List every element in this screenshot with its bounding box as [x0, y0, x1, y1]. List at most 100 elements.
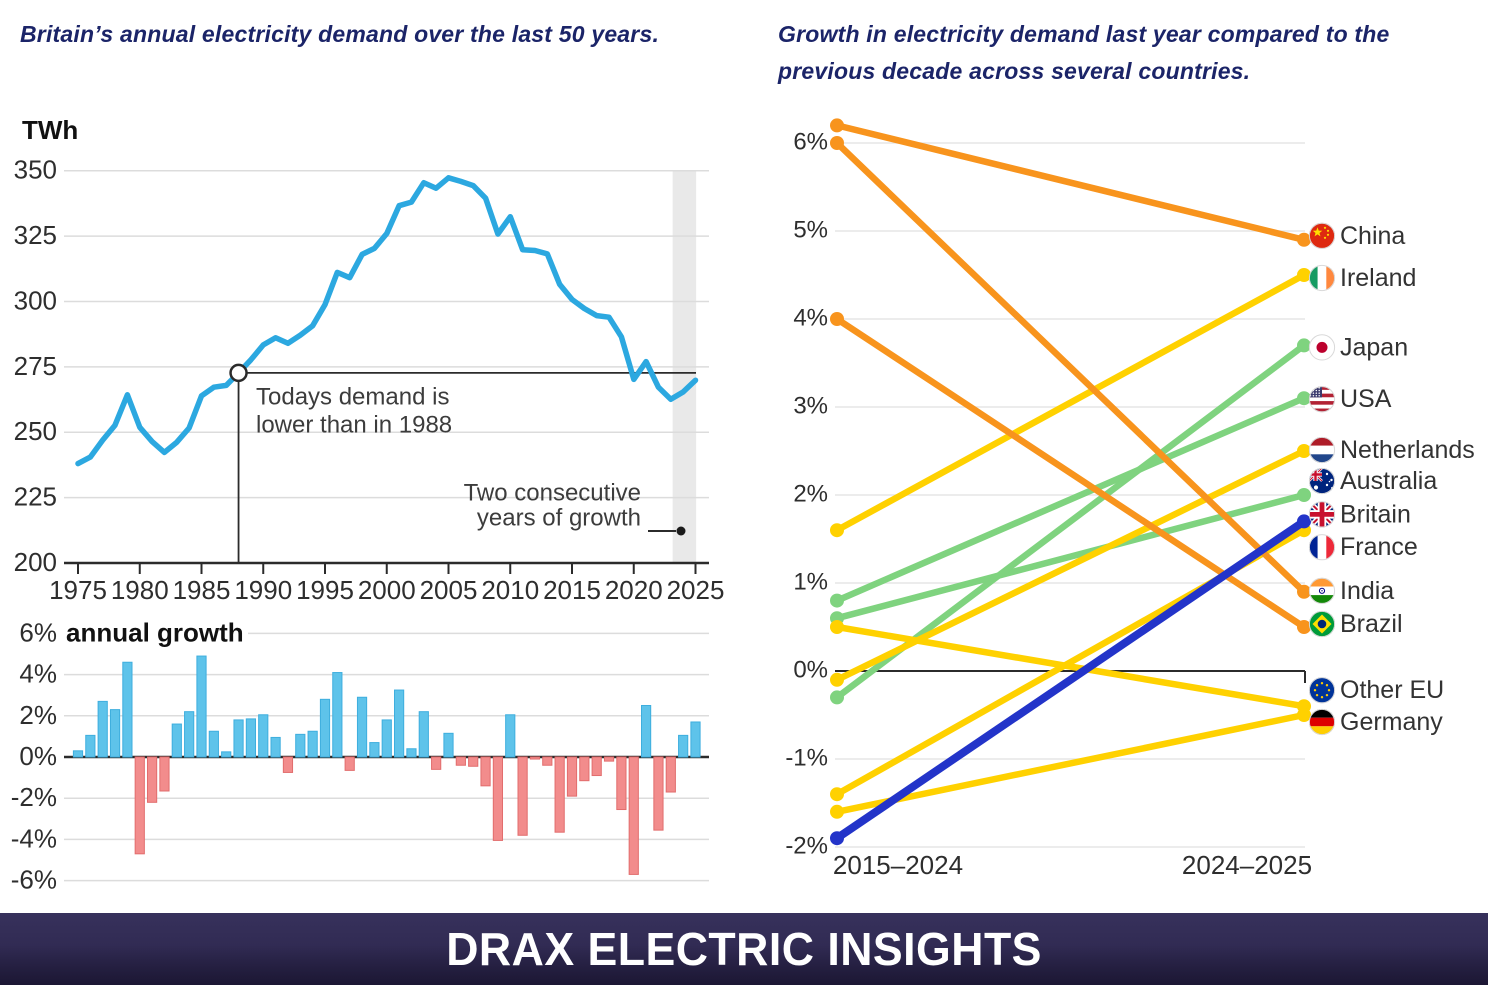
x-axis-tick-label: 2000	[358, 575, 416, 600]
start-dot-brazil	[830, 312, 844, 326]
slope-line-usa	[833, 394, 1308, 604]
growth-bar-2022	[653, 756, 664, 831]
growth-bar-2006	[455, 756, 466, 766]
period-label-right: 2024–2025	[1182, 850, 1312, 880]
growth-bar-1989	[245, 718, 257, 758]
y-axis-unit-label: TWh	[22, 115, 78, 145]
y-axis-tick-label: 2%	[19, 700, 57, 730]
growth-bar-1982	[159, 756, 170, 792]
growth-bar-1984	[184, 711, 195, 758]
growth-bar-2005	[443, 732, 454, 758]
growth-bar-1990	[258, 714, 269, 758]
growth-bar-2001	[394, 689, 405, 758]
growth-bar-1992	[282, 756, 294, 773]
annotation-growth-text: years of growth	[477, 505, 641, 532]
left-chart-title: Britain’s annual electricity demand over…	[20, 21, 660, 47]
start-dot-ireland	[830, 523, 844, 538]
flag-eu-icon	[1309, 677, 1335, 704]
flag-ring	[1308, 501, 1336, 528]
growth-bar-2004	[431, 756, 442, 770]
growth-bar-2021	[641, 705, 652, 758]
y-axis-tick-label: 275	[14, 351, 57, 381]
end-dot-germany	[1297, 708, 1311, 722]
country-label-australia: Australia	[1340, 467, 1437, 495]
start-dot-japan	[830, 690, 844, 705]
annotation-1988-marker	[229, 363, 248, 383]
y-axis-tick-label: 0%	[793, 657, 828, 684]
country-label-britain: Britain	[1340, 500, 1411, 528]
right-chart-title: Growth in electricity demand last year c…	[778, 21, 1390, 84]
y-axis-tick-label: 6%	[793, 129, 828, 156]
end-dot-china	[1297, 232, 1311, 247]
y-axis-tick-label: 4%	[793, 305, 828, 332]
flag-ring	[1308, 436, 1336, 464]
growth-bar-1978	[109, 709, 121, 758]
y-axis-tick-label: -2%	[785, 833, 828, 860]
y-axis-tick-label: -1%	[785, 745, 828, 772]
growth-bar-1991	[270, 736, 281, 758]
growth-bar-1976	[85, 734, 96, 758]
growth-bar-2000	[381, 719, 392, 758]
x-axis-tick-label: 2010	[481, 575, 539, 600]
country-label-usa: USA	[1340, 385, 1392, 413]
slope-line-china	[833, 122, 1308, 244]
growth-bar-1983	[171, 723, 182, 758]
growth-bar-1987	[221, 751, 232, 758]
country-label-china: China	[1340, 222, 1405, 250]
slope-line-australia	[833, 491, 1308, 622]
end-dot-britain	[1297, 514, 1311, 529]
growth-bar-1980	[134, 756, 145, 855]
x-axis-tick-label: 2005	[420, 575, 478, 600]
y-axis-tick-label: 200	[14, 547, 57, 577]
y-axis-tick-label: 5%	[793, 217, 828, 244]
y-axis-tick-label: 225	[14, 482, 57, 512]
growth-bar-2025	[690, 721, 701, 758]
end-dot-usa	[1297, 391, 1311, 406]
slope-line-other-eu	[833, 623, 1308, 710]
start-dot-britain	[830, 831, 844, 846]
x-axis-tick-label: 2015	[543, 575, 601, 600]
x-axis-tick-label: 1995	[296, 575, 354, 600]
country-label-japan: Japan	[1340, 333, 1408, 361]
growth-bar-1977	[97, 700, 108, 758]
annual-growth-bar-chart: 6% 4% 2% 0% -2% -4% -6% annual growth	[11, 617, 709, 895]
growth-bar-2015	[566, 756, 578, 797]
demand-line	[75, 175, 699, 467]
growth-bar-2010	[505, 714, 516, 758]
slope-line-india	[833, 139, 1308, 596]
growth-bar-2014	[554, 756, 565, 833]
slope-line-britain	[833, 517, 1308, 843]
growth-bar-1988	[233, 719, 244, 758]
growth-bar-2019	[616, 756, 627, 811]
country-label-netherlands: Netherlands	[1340, 436, 1475, 464]
y-axis-tick-label: 350	[14, 155, 57, 185]
flag-ring	[1308, 334, 1336, 361]
growth-bar-1995	[319, 698, 331, 758]
growth-bar-1997	[344, 756, 355, 771]
growth-bar-2009	[492, 756, 503, 841]
period-label-left: 2015–2024	[833, 850, 963, 880]
flag-usa-icon	[1309, 386, 1335, 413]
end-dot-india	[1297, 584, 1311, 599]
country-growth-slope-chart: 6% 5% 4% 3% 2% 1% 0% -1% -2%2015–2024 2024–2025 Ch…	[785, 118, 1475, 880]
start-dot-other-eu	[830, 620, 844, 634]
slope-line-netherlands	[833, 447, 1308, 684]
start-dot-china	[830, 118, 844, 133]
flag-ring	[1308, 577, 1336, 604]
growth-bar-2012	[529, 756, 541, 760]
flag-ring	[1308, 264, 1336, 292]
y-axis-tick-label: 2%	[793, 481, 828, 508]
flag-ring	[1308, 386, 1336, 413]
y-axis-tick-label: -4%	[11, 823, 57, 853]
growth-bar-1979	[122, 661, 133, 758]
country-label-france: France	[1340, 533, 1418, 561]
end-dot-netherlands	[1297, 444, 1311, 458]
start-dot-germany	[830, 804, 844, 819]
flag-india-icon	[1309, 577, 1335, 604]
flag-germany-icon	[1309, 709, 1335, 735]
annotation-leader-dot	[676, 526, 686, 536]
growth-bar-1975	[72, 750, 84, 758]
country-label-brazil: Brazil	[1340, 610, 1403, 638]
growth-bar-2016	[579, 756, 590, 782]
